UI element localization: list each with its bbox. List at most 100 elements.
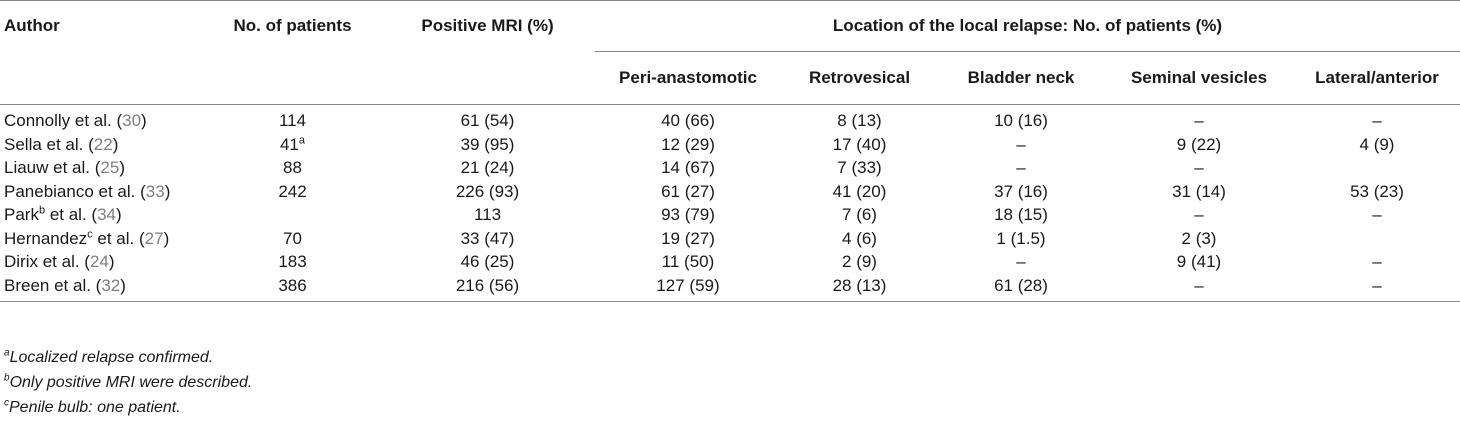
cell-positive-mri: 61 (54) — [460, 111, 515, 130]
cell-bladder-neck: – — [1016, 158, 1026, 177]
cell-patients: 70 — [205, 227, 380, 251]
patients-value: 386 — [278, 275, 307, 295]
cell-author: Sella et al. (22) — [0, 133, 205, 157]
cell-peri-anastomotic: 93 (79) — [661, 205, 715, 224]
cell-peri-anastomotic: 11 (50) — [661, 252, 715, 271]
cell-lateral-anterior: – — [1372, 205, 1382, 224]
cell-seminal-vesicles: 2 (3) — [1181, 228, 1217, 248]
cell-patients: 242 — [205, 180, 380, 204]
cell-lateral-anterior — [1294, 227, 1460, 251]
footnote-text: Only positive MRI were described. — [9, 374, 253, 391]
header-lateral-anterior: Lateral/anterior — [1294, 51, 1460, 105]
cell-lateral-anterior: 53 (23) — [1350, 181, 1404, 201]
cell-patients: 386 — [205, 273, 380, 302]
cell-author: Breen et al. (32) — [0, 273, 205, 302]
cell-seminal-vesicles: – — [1104, 273, 1294, 302]
author-etal: et al. ( — [49, 275, 102, 295]
patients-footnote-mark: a — [298, 133, 306, 146]
table-row: Connolly et al. (30) 114 61 (54) 40 (66) 8 (… — [0, 105, 1460, 133]
cell-patients: 114 — [205, 105, 380, 133]
cell-peri-anastomotic: 14 (67) — [661, 158, 715, 177]
cell-seminal-vesicles: – — [1194, 111, 1204, 130]
cell-peri-anastomotic: 61 (27) — [661, 181, 715, 201]
reference-link[interactable]: 22 — [93, 134, 113, 154]
cell-patients: 41a — [205, 133, 380, 157]
patients-value: 70 — [283, 228, 302, 248]
author-name: Connolly — [4, 111, 71, 130]
table-row: Breen et al. (32) 386 216 (56) 127 (59) 28 (… — [0, 273, 1460, 302]
table-row: Liauw et al. (25) 88 21 (24) 14 (67) 7 (33) –… — [0, 156, 1460, 180]
reference-link[interactable]: 32 — [101, 275, 121, 295]
footnote-text: Penile bulb: one patient. — [9, 399, 181, 416]
author-close-paren: ) — [119, 158, 125, 177]
cell-positive-mri: 216 (56) — [380, 273, 595, 302]
footnote-mark: b — [4, 372, 10, 384]
author-close-paren: ) — [120, 275, 126, 295]
header-positive-mri: Positive MRI (%) — [380, 0, 595, 52]
cell-bladder-neck: 10 (16) — [994, 111, 1048, 130]
table-row: Panebianco et al. (33) 242 226 (93) 61 (27)… — [0, 180, 1460, 204]
reference-link[interactable]: 34 — [97, 205, 116, 224]
cell-bladder-neck: 61 (28) — [938, 273, 1104, 302]
cell-positive-mri: 39 (95) — [460, 134, 515, 154]
cell-retrovesical: 8 (13) — [837, 111, 882, 130]
footnote-mark: a — [4, 347, 10, 359]
cell-lateral-anterior: – — [1372, 252, 1382, 271]
cell-positive-mri: 33 (47) — [460, 228, 515, 248]
author-etal: et al. ( — [48, 158, 101, 177]
footnote: bOnly positive MRI were described. — [4, 370, 252, 395]
patients-value: 114 — [278, 111, 307, 130]
author-name: Breen — [4, 275, 50, 295]
cell-retrovesical: 4 (6) — [842, 228, 877, 248]
author-name: Panebianco — [4, 181, 94, 201]
header-retrovesical: Retrovesical — [781, 51, 938, 105]
cell-bladder-neck: 37 (16) — [994, 181, 1048, 201]
cell-bladder-neck: – — [1016, 252, 1026, 271]
reference-link[interactable]: 27 — [144, 228, 164, 248]
cell-seminal-vesicles: – — [1194, 205, 1204, 224]
patients-value: 88 — [283, 158, 302, 177]
table-row: Parkb et al. (34) 113 93 (79) 7 (6) 18 (15) –… — [0, 203, 1460, 227]
table-footnotes: aLocalized relapse confirmed. bOnly posit… — [4, 345, 252, 420]
author-etal: et al. ( — [70, 111, 123, 130]
header-empty — [0, 51, 205, 105]
author-name: Park — [4, 205, 39, 224]
reference-link[interactable]: 25 — [100, 158, 120, 177]
cell-author: Connolly et al. (30) — [0, 105, 205, 133]
header-location-group: Location of the local relapse: No. of pa… — [595, 0, 1460, 52]
cell-positive-mri: 46 (25) — [460, 252, 515, 271]
cell-author: Hernandezc et al. (27) — [0, 227, 205, 251]
cell-positive-mri: 113 — [473, 205, 502, 224]
author-name: Hernandez — [4, 228, 88, 248]
cell-retrovesical: 7 (33) — [837, 158, 882, 177]
header-patients: No. of patients — [205, 0, 380, 52]
footnote: aLocalized relapse confirmed. — [4, 345, 252, 370]
cell-bladder-neck: – — [1016, 134, 1026, 154]
footnote: cPenile bulb: one patient. — [4, 395, 252, 420]
author-etal: et al. ( — [38, 252, 90, 271]
cell-seminal-vesicles: – — [1194, 158, 1204, 177]
cell-seminal-vesicles: 9 (41) — [1176, 252, 1222, 271]
author-close-paren: ) — [163, 228, 170, 248]
cell-peri-anastomotic: 12 (29) — [661, 134, 715, 154]
patients-value: 183 — [278, 252, 307, 271]
cell-positive-mri: 226 (93) — [455, 181, 520, 201]
reference-link[interactable]: 24 — [89, 252, 109, 271]
reference-link[interactable]: 33 — [145, 181, 165, 201]
header-empty — [380, 51, 595, 105]
patients-value: 242 — [278, 181, 307, 201]
cell-patients: 88 — [205, 156, 380, 180]
header-row-2: Peri-anastomotic Retrovesical Bladder ne… — [0, 51, 1460, 105]
header-author: Author — [0, 0, 205, 52]
reference-link[interactable]: 30 — [122, 111, 142, 130]
author-close-paren: ) — [141, 111, 147, 130]
table-row: Hernandezc et al. (27) 70 33 (47) 19 (27) 4 … — [0, 227, 1460, 251]
author-footnote-mark: c — [87, 227, 93, 240]
cell-seminal-vesicles: 9 (22) — [1176, 134, 1222, 154]
author-close-paren: ) — [164, 181, 171, 201]
table-row: Sella et al. (22) 41a 39 (95) 12 (29) 17 (40… — [0, 133, 1460, 157]
cell-seminal-vesicles: 31 (14) — [1172, 181, 1226, 201]
author-footnote-mark: b — [38, 204, 46, 217]
cell-bladder-neck: 1 (1.5) — [996, 228, 1046, 248]
